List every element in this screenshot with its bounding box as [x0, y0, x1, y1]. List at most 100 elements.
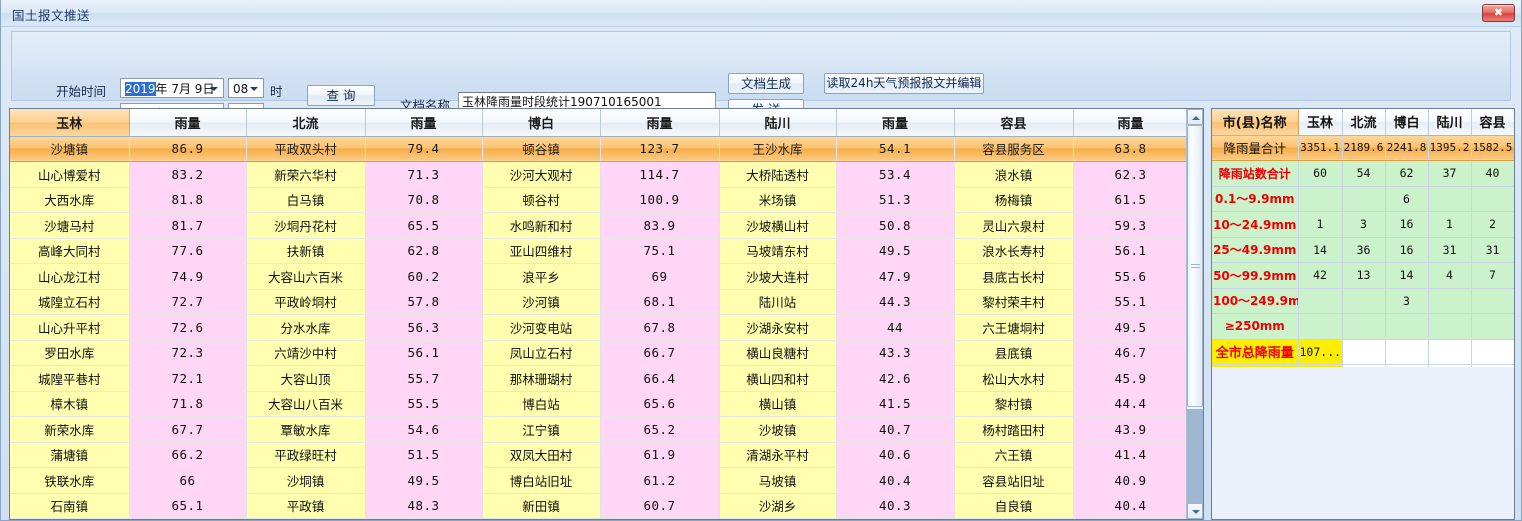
summary-value-cell[interactable] [1342, 186, 1386, 212]
doc-name-input[interactable]: 玉林降雨量时段统计190710165001 [458, 92, 716, 112]
rainfall-value-cell[interactable]: 86.9 [129, 136, 247, 162]
rainfall-value-cell[interactable]: 71.3 [365, 161, 483, 188]
query-button[interactable]: 查 询 [307, 85, 375, 106]
summary-value-cell[interactable]: 14 [1385, 262, 1429, 289]
rainfall-value-cell[interactable]: 100.9 [600, 187, 720, 213]
station-name-cell[interactable]: 江宁镇 [482, 416, 601, 443]
summary-value-cell[interactable]: 31 [1471, 237, 1514, 263]
rainfall-value-cell[interactable]: 49.5 [365, 467, 483, 494]
rainfall-value-cell[interactable]: 40.3 [836, 493, 955, 519]
station-name-cell[interactable]: 平政绿旺村 [246, 442, 366, 468]
scroll-up-icon[interactable] [1187, 109, 1203, 125]
station-name-cell[interactable]: 自良镇 [954, 493, 1074, 519]
rainfall-value-cell[interactable]: 55.6 [1073, 263, 1189, 290]
table-row[interactable]: 樟木镇 71.8 大容山八百米 55.5 博白站 65.6 横山镇 41.5 黎村镇 44.4 [10, 391, 1189, 417]
start-date-picker[interactable]: 2019年 7月 9日 [120, 78, 224, 98]
station-name-cell[interactable]: 沙垌丹花村 [246, 212, 366, 239]
summary-value-cell[interactable] [1298, 288, 1343, 314]
summary-row[interactable]: 全市总降雨量 107... [1212, 339, 1514, 365]
rainfall-value-cell[interactable]: 44.3 [836, 289, 955, 315]
summary-row[interactable]: ≥250mm [1212, 313, 1514, 340]
summary-value-cell[interactable]: 13 [1342, 262, 1386, 289]
summary-value-cell[interactable]: 14 [1298, 237, 1343, 263]
summary-value-cell[interactable]: 1 [1428, 211, 1472, 238]
summary-value-cell[interactable]: 54 [1342, 160, 1386, 187]
column-header-4[interactable]: 博白 [482, 109, 601, 137]
rainfall-value-cell[interactable]: 71.8 [129, 391, 247, 417]
summary-value-cell[interactable] [1428, 186, 1472, 212]
station-name-cell[interactable]: 水鸣新和村 [482, 212, 601, 239]
summary-value-cell[interactable]: 107... [1298, 339, 1343, 365]
summary-value-cell[interactable] [1298, 186, 1343, 212]
close-icon[interactable]: ✖ [1482, 4, 1515, 22]
rainfall-value-cell[interactable]: 56.1 [365, 340, 483, 366]
station-name-cell[interactable]: 山心龙江村 [10, 263, 130, 290]
station-name-cell[interactable]: 城隍立石村 [10, 289, 130, 315]
table-row[interactable]: 石南镇 65.1 平政镇 48.3 新田镇 60.7 沙湖乡 40.3 自良镇 40.4 [10, 493, 1189, 519]
rainfall-value-cell[interactable]: 66.7 [600, 340, 720, 366]
grid-vertical-scrollbar[interactable] [1186, 109, 1203, 519]
rainfall-value-cell[interactable]: 72.1 [129, 365, 247, 392]
table-row[interactable]: 山心博爱村 83.2 新荣六华村 71.3 沙河大观村 114.7 大桥陆透村 53.4 浪水镇… [10, 161, 1189, 188]
summary-value-cell[interactable] [1471, 313, 1514, 340]
station-name-cell[interactable]: 浪水长寿村 [954, 238, 1074, 264]
summary-row[interactable]: 25～49.9mm 14 36 16 31 31 [1212, 237, 1514, 263]
station-name-cell[interactable]: 马坡靖东村 [719, 238, 837, 264]
summary-row[interactable]: 降雨站数合计 60 54 62 37 40 [1212, 160, 1514, 187]
station-name-cell[interactable]: 双凤大田村 [482, 442, 601, 468]
summary-value-cell[interactable]: 7 [1471, 262, 1514, 289]
summary-value-cell[interactable] [1471, 186, 1514, 212]
station-name-cell[interactable]: 黎村镇 [954, 391, 1074, 417]
rainfall-value-cell[interactable]: 65.5 [365, 212, 483, 239]
station-name-cell[interactable]: 大容山八百米 [246, 391, 366, 417]
rainfall-value-cell[interactable]: 54.6 [365, 416, 483, 443]
rainfall-value-cell[interactable]: 43.3 [836, 340, 955, 366]
rainfall-value-cell[interactable]: 59.3 [1073, 212, 1189, 239]
summary-row[interactable]: 0.1～9.9mm 6 [1212, 186, 1514, 212]
station-name-cell[interactable]: 灵山六泉村 [954, 212, 1074, 239]
rainfall-value-cell[interactable]: 123.7 [600, 136, 720, 162]
station-name-cell[interactable]: 浪平乡 [482, 263, 601, 290]
station-name-cell[interactable]: 城隍平巷村 [10, 365, 130, 392]
summary-value-cell[interactable]: 2241.8 [1385, 135, 1429, 161]
summary-column-header-0[interactable]: 市(县)名称 [1212, 109, 1299, 136]
rainfall-value-cell[interactable]: 55.1 [1073, 289, 1189, 315]
table-row[interactable]: 沙塘镇 86.9 平政双头村 79.4 顿谷镇 123.7 王沙水库 54.1 容县服务区 63.… [10, 136, 1189, 162]
rainfall-value-cell[interactable]: 43.9 [1073, 416, 1189, 443]
station-name-cell[interactable]: 博白站旧址 [482, 467, 601, 494]
station-name-cell[interactable]: 罗田水库 [10, 340, 130, 366]
summary-value-cell[interactable] [1385, 313, 1429, 340]
rainfall-value-cell[interactable]: 69 [600, 263, 720, 290]
station-name-cell[interactable]: 六王镇 [954, 442, 1074, 468]
summary-value-cell[interactable] [1471, 288, 1514, 314]
rainfall-value-cell[interactable]: 114.7 [600, 161, 720, 188]
column-header-7[interactable]: 雨量 [836, 109, 955, 137]
summary-row[interactable]: 100～249.9mm 3 [1212, 288, 1514, 314]
rainfall-value-cell[interactable]: 66.2 [129, 442, 247, 468]
rainfall-value-cell[interactable]: 81.8 [129, 187, 247, 213]
rainfall-value-cell[interactable]: 54.1 [836, 136, 955, 162]
rainfall-value-cell[interactable]: 83.9 [600, 212, 720, 239]
station-name-cell[interactable]: 沙河镇 [482, 289, 601, 315]
station-name-cell[interactable]: 新田镇 [482, 493, 601, 519]
rainfall-value-cell[interactable]: 40.4 [1073, 493, 1189, 519]
station-name-cell[interactable]: 山心升平村 [10, 314, 130, 341]
station-name-cell[interactable]: 杨梅镇 [954, 187, 1074, 213]
rainfall-value-cell[interactable]: 77.6 [129, 238, 247, 264]
summary-value-cell[interactable]: 1582.5 [1471, 135, 1514, 161]
rainfall-value-cell[interactable]: 61.9 [600, 442, 720, 468]
station-name-cell[interactable]: 铁联水库 [10, 467, 130, 494]
column-header-1[interactable]: 雨量 [129, 109, 247, 137]
summary-value-cell[interactable]: 1 [1298, 211, 1343, 238]
rainfall-value-cell[interactable]: 40.7 [836, 416, 955, 443]
summary-value-cell[interactable]: 16 [1385, 237, 1429, 263]
station-name-cell[interactable]: 大容山顶 [246, 365, 366, 392]
summary-column-header-5[interactable]: 容县 [1471, 109, 1514, 136]
station-name-cell[interactable]: 大桥陆透村 [719, 161, 837, 188]
summary-column-header-4[interactable]: 陆川 [1428, 109, 1472, 136]
summary-value-cell[interactable] [1428, 313, 1472, 340]
summary-value-cell[interactable] [1428, 339, 1472, 365]
rainfall-value-cell[interactable]: 74.9 [129, 263, 247, 290]
summary-value-cell[interactable]: 37 [1428, 160, 1472, 187]
station-name-cell[interactable]: 浪水镇 [954, 161, 1074, 188]
